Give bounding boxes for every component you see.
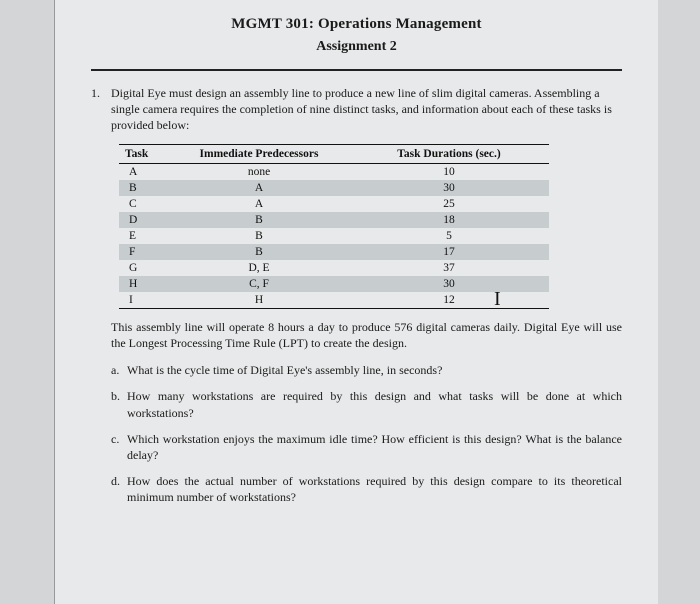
cell-pred: B	[169, 228, 349, 244]
cell-task: E	[119, 228, 169, 244]
divider	[91, 69, 622, 71]
cell-dur: 18	[349, 212, 549, 228]
table-row: FB17	[119, 244, 549, 260]
subquestion-letter: c.	[111, 431, 127, 463]
cell-pred: D, E	[169, 260, 349, 276]
cell-pred: A	[169, 180, 349, 196]
cell-task: F	[119, 244, 169, 260]
cell-dur: 30	[349, 276, 549, 292]
question-context: This assembly line will operate 8 hours …	[111, 319, 622, 353]
subquestion-text: How does the actual number of workstatio…	[127, 473, 622, 505]
cell-task: A	[119, 163, 169, 180]
subquestion-letter: b.	[111, 388, 127, 420]
cell-task: C	[119, 196, 169, 212]
cell-pred: C, F	[169, 276, 349, 292]
cell-task: H	[119, 276, 169, 292]
subquestion: a.What is the cycle time of Digital Eye'…	[111, 362, 622, 378]
cell-pred: B	[169, 244, 349, 260]
cell-dur: 10	[349, 163, 549, 180]
subquestion-text: What is the cycle time of Digital Eye's …	[127, 362, 622, 378]
cell-task: I	[119, 292, 169, 309]
table-row: CA25	[119, 196, 549, 212]
cell-task: G	[119, 260, 169, 276]
table-row: BA30	[119, 180, 549, 196]
cell-dur: 25	[349, 196, 549, 212]
cell-dur: 12	[349, 292, 549, 309]
col-task: Task	[119, 144, 169, 163]
cell-pred: none	[169, 163, 349, 180]
document-page: MGMT 301: Operations Management Assignme…	[54, 0, 658, 604]
question-intro: Digital Eye must design an assembly line…	[111, 85, 622, 134]
subquestions: a.What is the cycle time of Digital Eye'…	[111, 362, 622, 505]
cell-pred: H	[169, 292, 349, 309]
assignment-title: Assignment 2	[91, 39, 622, 55]
subquestion-letter: a.	[111, 362, 127, 378]
cell-task: D	[119, 212, 169, 228]
task-table: Task Immediate Predecessors Task Duratio…	[119, 144, 549, 309]
task-table-wrap: Task Immediate Predecessors Task Duratio…	[119, 144, 549, 309]
cell-dur: 37	[349, 260, 549, 276]
cell-task: B	[119, 180, 169, 196]
cell-dur: 17	[349, 244, 549, 260]
col-dur: Task Durations (sec.)	[349, 144, 549, 163]
course-title: MGMT 301: Operations Management	[91, 16, 622, 33]
table-header-row: Task Immediate Predecessors Task Duratio…	[119, 144, 549, 163]
subquestion: b.How many workstations are required by …	[111, 388, 622, 420]
table-row: IH12	[119, 292, 549, 309]
table-row: EB5	[119, 228, 549, 244]
question-1: 1. Digital Eye must design an assembly l…	[91, 85, 622, 134]
cell-dur: 5	[349, 228, 549, 244]
header: MGMT 301: Operations Management Assignme…	[91, 16, 622, 55]
table-row: Anone10	[119, 163, 549, 180]
col-pred: Immediate Predecessors	[169, 144, 349, 163]
cell-dur: 30	[349, 180, 549, 196]
cell-pred: A	[169, 196, 349, 212]
table-row: HC, F30	[119, 276, 549, 292]
table-row: DB18	[119, 212, 549, 228]
subquestion-letter: d.	[111, 473, 127, 505]
question-number: 1.	[91, 85, 111, 134]
subquestion: c.Which workstation enjoys the maximum i…	[111, 431, 622, 463]
subquestion: d.How does the actual number of workstat…	[111, 473, 622, 505]
subquestion-text: Which workstation enjoys the maximum idl…	[127, 431, 622, 463]
table-row: GD, E37	[119, 260, 549, 276]
cell-pred: B	[169, 212, 349, 228]
subquestion-text: How many workstations are required by th…	[127, 388, 622, 420]
